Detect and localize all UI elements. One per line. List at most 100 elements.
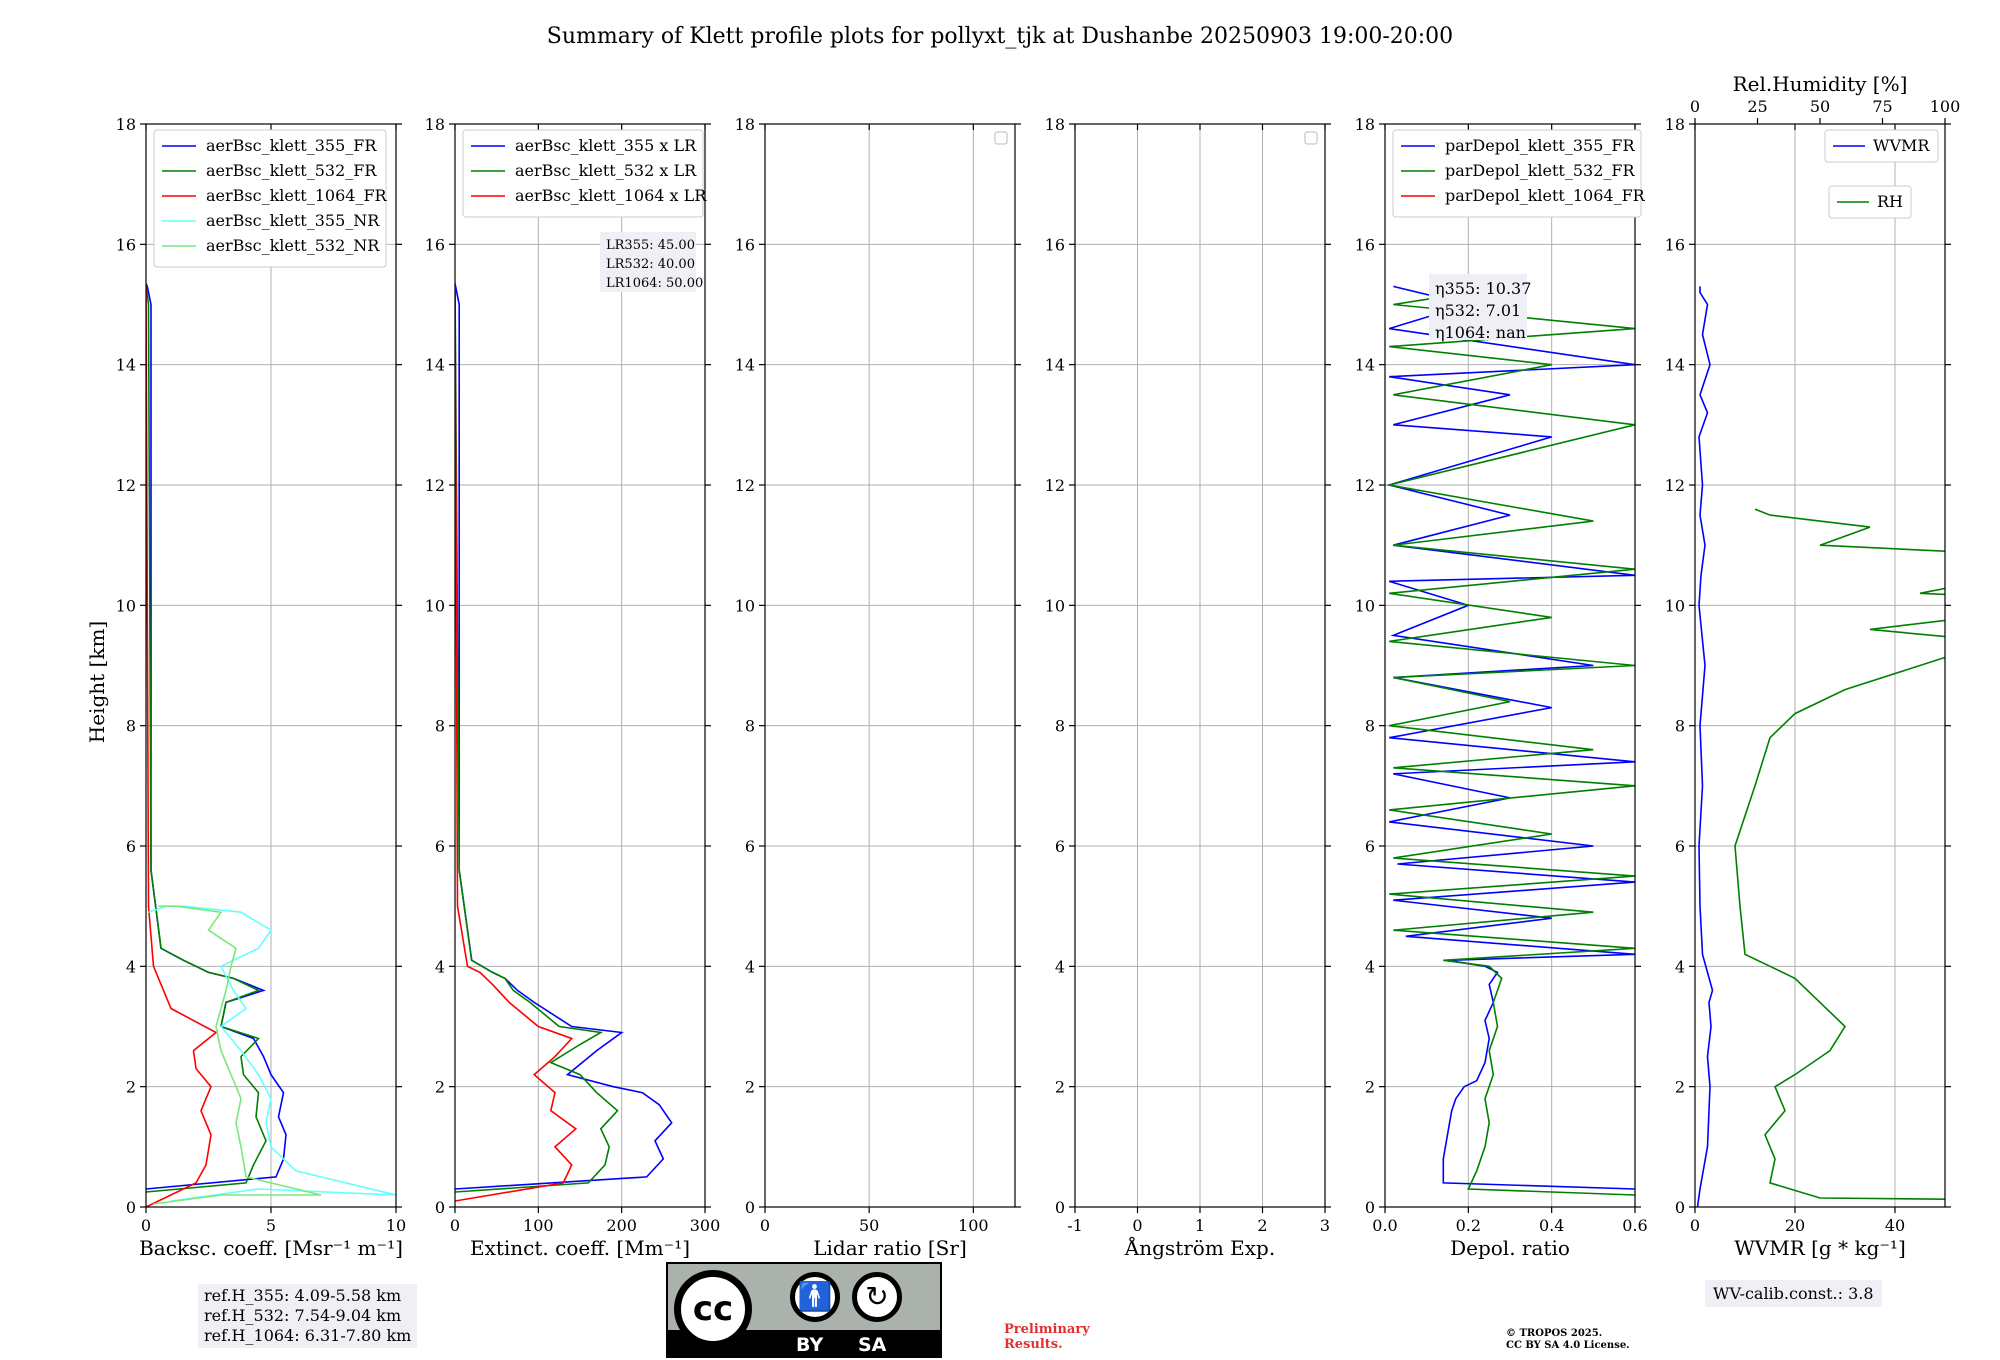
y-tick-label: 8 — [1675, 717, 1685, 736]
figure-title: Summary of Klett profile plots for polly… — [547, 24, 1453, 49]
eta-info-label: η355: 10.37 — [1435, 279, 1531, 298]
empty-legend-box — [1304, 131, 1318, 145]
series-line-parDepol_klett_355_FR — [1386, 285, 1635, 1190]
legend-label: aerBsc_klett_355_NR — [206, 211, 380, 230]
x-tick-label: 40 — [1885, 1216, 1905, 1235]
y-tick-label: 8 — [1055, 717, 1065, 736]
series-line-aerBsc_klett_355 x LR — [455, 283, 673, 1190]
y-tick-label: 18 — [735, 115, 755, 134]
eta-info-label: η1064: nan — [1435, 323, 1526, 342]
preliminary-line-1: Preliminary — [1004, 1322, 1090, 1337]
y-tick-label: 18 — [1045, 115, 1065, 134]
series-line-WVMR — [1696, 286, 1714, 1207]
y-tick-label: 6 — [126, 837, 136, 856]
panel-depol: 0.0 0.2 0.4 0.6 0 2 4 6 8 10 12 14 16 18 Depol. ratio p… — [1355, 115, 1648, 1260]
wv-calib-box: WV-calib.const.: 3.8 — [1705, 1280, 1882, 1307]
empty-legend-box — [994, 131, 1008, 145]
y-tick-label: 10 — [425, 596, 445, 615]
panel-ext: 0 100 200 300 0 2 4 6 8 10 12 14 16 18 Extinct. coeff.… — [425, 115, 721, 1260]
legend-label: aerBsc_klett_355 x LR — [515, 136, 697, 155]
legend-box — [153, 129, 387, 268]
y-tick-label: 14 — [1045, 356, 1065, 375]
cc-by-label: BY — [796, 1334, 824, 1356]
x-tick-label: 100 — [958, 1216, 989, 1235]
y-tick-label: 2 — [1365, 1078, 1375, 1097]
y-tick-label: 4 — [1675, 957, 1685, 976]
y-tick-label: 16 — [1665, 235, 1685, 254]
legend-label: WVMR — [1873, 136, 1930, 155]
lr-info-box — [600, 232, 696, 292]
axes-frame — [1384, 123, 1636, 1208]
x-tick-label: 10 — [386, 1216, 406, 1235]
y-tick-label: 16 — [1355, 235, 1375, 254]
y-tick-label: 14 — [425, 356, 445, 375]
y-tick-label: 4 — [745, 957, 755, 976]
top-tick-label: 25 — [1747, 97, 1767, 116]
y-tick-label: 16 — [425, 235, 445, 254]
y-tick-label: 4 — [126, 957, 136, 976]
y-tick-label: 8 — [435, 717, 445, 736]
y-tick-label: 18 — [1355, 115, 1375, 134]
y-tick-label: 12 — [735, 476, 755, 495]
legend-label: aerBsc_klett_532_FR — [206, 161, 377, 180]
y-tick-label: 10 — [1045, 596, 1065, 615]
panel-bsc: 0 5 10 0 2 4 6 8 10 12 14 16 18 Backsc. coeff. [Msr⁻¹… — [116, 115, 407, 1260]
y-tick-label: 14 — [1355, 356, 1375, 375]
cc-license-logo: cc 🚹 ↻ BY SA — [666, 1262, 942, 1358]
series-line-aerBsc_klett_1064 x LR — [455, 283, 578, 1202]
y-tick-label: 0 — [126, 1198, 136, 1217]
x-tick-label: 0.0 — [1372, 1216, 1397, 1235]
legend-label: parDepol_klett_1064_FR — [1445, 186, 1646, 205]
axes-frame — [764, 123, 1016, 1208]
y-tick-label: 18 — [116, 115, 136, 134]
series-line-parDepol_klett_532_FR — [1389, 285, 1635, 1196]
y-tick-label: 2 — [1675, 1078, 1685, 1097]
x-tick-label: 0 — [450, 1216, 460, 1235]
legend-label: aerBsc_klett_532 x LR — [515, 161, 697, 180]
series-line-aerBsc_klett_532_FR — [146, 283, 267, 1193]
legend-label: parDepol_klett_532_FR — [1445, 161, 1636, 180]
top-tick-label: 75 — [1872, 97, 1892, 116]
x-tick-label: 1 — [1195, 1216, 1205, 1235]
legend-label: parDepol_klett_355_FR — [1445, 136, 1636, 155]
y-tick-label: 6 — [1365, 837, 1375, 856]
top-tick-label: 0 — [1690, 97, 1700, 116]
y-tick-label: 12 — [1355, 476, 1375, 495]
y-tick-label: 8 — [1365, 717, 1375, 736]
y-tick-label: 18 — [425, 115, 445, 134]
x-tick-label: 50 — [859, 1216, 879, 1235]
x-tick-label: 100 — [523, 1216, 554, 1235]
cc-icon: cc — [674, 1270, 752, 1348]
series-line-aerBsc_klett_355_FR — [146, 283, 287, 1190]
x-tick-label: 2 — [1257, 1216, 1267, 1235]
axes-frame — [454, 123, 706, 1208]
x-tick-label: 0.6 — [1622, 1216, 1647, 1235]
series-line-aerBsc_klett_532_NR — [153, 905, 322, 1205]
y-tick-label: 8 — [126, 717, 136, 736]
y-tick-label: 2 — [745, 1078, 755, 1097]
ref-height-532: ref.H_532: 7.54-9.04 km — [204, 1306, 402, 1325]
preliminary-line-2: Results. — [1004, 1337, 1063, 1352]
y-tick-label: 10 — [116, 596, 136, 615]
x-tick-label: 0 — [1690, 1216, 1700, 1235]
y-tick-label: 2 — [435, 1078, 445, 1097]
share-alike-icon: ↻ — [852, 1272, 902, 1322]
y-tick-label: 12 — [1045, 476, 1065, 495]
y-tick-label: 2 — [126, 1078, 136, 1097]
y-tick-label: 10 — [735, 596, 755, 615]
panel-lr: 0 50 100 0 2 4 6 8 10 12 14 16 18 Lidar ratio [Sr] — [735, 115, 1021, 1260]
x-tick-label: 5 — [266, 1216, 276, 1235]
y-tick-label: 4 — [435, 957, 445, 976]
y-tick-label: 10 — [1665, 596, 1685, 615]
panel-wv: 0 20 40 0 2 4 6 8 10 12 14 16 18 WVMR [g * kg⁻¹] 0 25 50… — [1665, 72, 1961, 1260]
lr-info-label: LR1064: 50.00 — [606, 276, 703, 291]
series-line-aerBsc_klett_532 x LR — [455, 283, 619, 1193]
preliminary-note: Preliminary Results. — [1004, 1322, 1124, 1352]
y-tick-label: 18 — [1665, 115, 1685, 134]
y-tick-label: 0 — [1365, 1198, 1375, 1217]
x-tick-label: -1 — [1067, 1216, 1083, 1235]
y-tick-label: 16 — [1045, 235, 1065, 254]
x-tick-label: 0 — [1132, 1216, 1142, 1235]
